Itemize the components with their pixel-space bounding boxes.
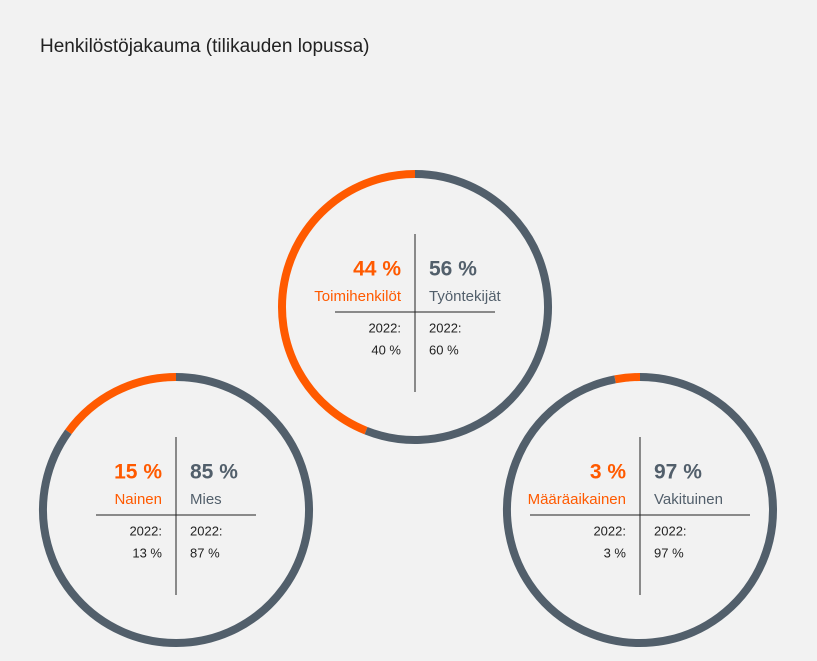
comparison-label: 2022: bbox=[190, 523, 223, 538]
ring-segment bbox=[278, 170, 416, 435]
value-label: 85 % bbox=[190, 461, 238, 484]
comparison-label: 2022: bbox=[129, 523, 162, 538]
comparison-value: 87 % bbox=[190, 545, 220, 560]
comparison-label: 2022: bbox=[368, 320, 401, 335]
ring-segment bbox=[39, 373, 313, 647]
category-label: Toimihenkilöt bbox=[314, 288, 402, 305]
category-label: Määräaikainen bbox=[528, 491, 626, 508]
ring-segment bbox=[65, 373, 177, 435]
value-label: 15 % bbox=[114, 461, 162, 484]
category-label: Mies bbox=[190, 491, 222, 508]
comparison-value: 13 % bbox=[132, 545, 162, 560]
comparison-value: 3 % bbox=[604, 545, 627, 560]
comparison-value: 97 % bbox=[654, 545, 684, 560]
value-label: 3 % bbox=[590, 461, 627, 484]
title: Henkilöstöjakauma (tilikauden lopussa) bbox=[40, 36, 370, 57]
ring-segment bbox=[364, 170, 552, 444]
category-label: Vakituinen bbox=[654, 491, 723, 508]
value-label: 97 % bbox=[654, 461, 702, 484]
value-label: 44 % bbox=[353, 258, 401, 281]
comparison-value: 40 % bbox=[371, 342, 401, 357]
category-label: Nainen bbox=[114, 491, 162, 508]
ring-segment bbox=[614, 373, 641, 384]
category-label: Työntekijät bbox=[429, 288, 502, 305]
comparison-label: 2022: bbox=[429, 320, 462, 335]
ring-segment bbox=[503, 373, 777, 647]
comparison-label: 2022: bbox=[593, 523, 626, 538]
comparison-value: 60 % bbox=[429, 342, 459, 357]
value-label: 56 % bbox=[429, 258, 477, 281]
comparison-label: 2022: bbox=[654, 523, 687, 538]
